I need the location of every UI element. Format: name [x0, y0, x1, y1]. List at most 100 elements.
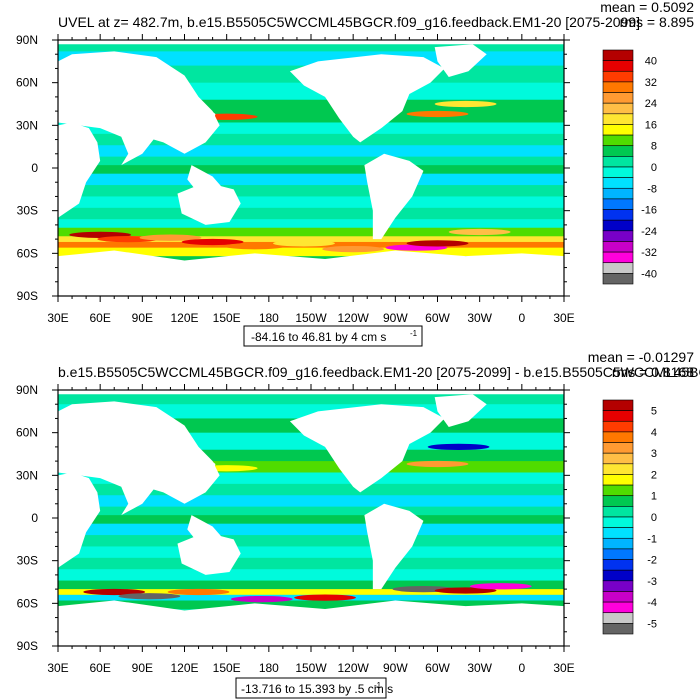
colorbar-swatch — [602, 506, 634, 518]
panel-2-rms: rms = 0.8168 — [612, 364, 694, 380]
colorbar-swatch — [602, 177, 634, 189]
jet-feature — [167, 588, 230, 596]
colorbar-swatch — [602, 209, 634, 221]
y-tick-label: 30S — [17, 554, 38, 568]
colorbar-swatch — [602, 251, 634, 264]
colorbar-swatch — [602, 113, 634, 125]
x-tick-label: 60W — [425, 311, 450, 325]
zonal-band — [58, 227, 564, 237]
panel-2-axes: 30E 60E 90E 120E 150E 180 150W 120W 90W 60W 30W 0 30… — [16, 383, 575, 675]
colorbar-label: -40 — [641, 268, 657, 280]
colorbar-label: 24 — [645, 98, 657, 110]
y-tick-label: 90N — [16, 33, 38, 47]
x-tick-label: 30W — [467, 311, 492, 325]
zonal-band — [58, 156, 564, 166]
x-tick-label: 30E — [553, 311, 574, 325]
zonal-band — [58, 472, 564, 485]
y-tick-label: 30N — [16, 118, 38, 132]
x-tick-label: 60W — [425, 661, 450, 675]
x-tick-label: 150W — [295, 311, 327, 325]
jet-feature — [469, 583, 532, 590]
colorbar-swatch — [602, 537, 634, 550]
zonal-band — [58, 569, 564, 582]
y-tick-label: 30S — [17, 204, 38, 218]
colorbar-swatch — [602, 420, 634, 433]
x-tick-label: 150E — [213, 661, 241, 675]
jet-feature — [230, 595, 293, 603]
x-tick-label: 30E — [553, 661, 574, 675]
panel-2-colorbar: 5 4 3 2 1 0 -1 -2 -3 -4 -5 — [602, 399, 657, 635]
zonal-band — [58, 196, 564, 209]
colorbar-swatch — [602, 410, 634, 422]
colorbar-swatch — [602, 60, 634, 72]
colorbar-label: 40 — [645, 56, 657, 68]
panel-2-title: b.e15.B5505C5WCCML45BGCR.f09_g16.feedbac… — [58, 364, 700, 380]
colorbar-label: -24 — [641, 226, 657, 238]
jet-feature — [118, 593, 181, 600]
zonal-band — [58, 111, 564, 123]
panel-1-colorbar: 40 32 24 16 8 0 -8 -16 -24 -32 -40 — [602, 49, 657, 285]
x-tick-label: 150E — [213, 311, 241, 325]
jet-feature — [139, 234, 202, 241]
colorbar-label: -4 — [647, 597, 657, 609]
colorbar-swatch — [602, 580, 634, 592]
panel-1-range-unit: -1 — [410, 329, 418, 338]
colorbar-swatch — [602, 569, 634, 582]
jet-feature — [181, 238, 244, 246]
colorbar-swatch — [602, 612, 634, 624]
colorbar-label: 3 — [651, 448, 657, 460]
colorbar-label: 5 — [651, 406, 657, 418]
colorbar-swatch — [602, 601, 634, 614]
colorbar-label: 8 — [651, 141, 657, 153]
colorbar-swatch — [602, 262, 634, 274]
colorbar-label: -32 — [641, 247, 657, 259]
colorbar-swatch — [602, 399, 634, 411]
colorbar-label: 16 — [645, 119, 657, 131]
zonal-band — [58, 247, 564, 257]
zonal-band — [58, 145, 564, 158]
x-tick-label: 90E — [132, 311, 153, 325]
y-tick-label: 0 — [31, 511, 38, 525]
colorbar-swatch — [602, 145, 634, 157]
colorbar-swatch — [602, 463, 634, 475]
colorbar-label: -3 — [647, 576, 657, 588]
colorbar-swatch — [602, 198, 634, 210]
panel-1-range-label: -84.16 to 46.81 by 4 cm s — [251, 330, 386, 344]
colorbar-swatch — [602, 474, 634, 486]
zonal-band — [58, 600, 564, 610]
zonal-band — [58, 40, 564, 52]
jet-feature — [294, 594, 356, 601]
colorbar-swatch — [602, 134, 634, 147]
x-tick-label: 30E — [47, 661, 68, 675]
colorbar-swatch — [602, 92, 634, 104]
panel-1-range-box: -84.16 to 46.81 by 4 cm s -1 — [243, 325, 423, 347]
colorbar-swatch — [602, 559, 634, 571]
colorbar-label: 0 — [651, 162, 657, 174]
jet-feature — [434, 100, 497, 108]
jet-feature — [322, 245, 385, 253]
colorbar-swatch — [602, 166, 634, 178]
colorbar-label: -8 — [647, 183, 657, 195]
y-tick-label: 90S — [17, 289, 38, 303]
colorbar-swatch — [602, 70, 634, 83]
jet-feature — [273, 240, 335, 247]
x-tick-label: 120W — [337, 311, 369, 325]
colorbar-swatch — [602, 452, 634, 465]
zonal-band — [58, 219, 564, 229]
zonal-band — [58, 449, 564, 462]
colorbar-label: -16 — [641, 205, 657, 217]
x-tick-label: 90W — [383, 311, 408, 325]
colorbar-swatch — [602, 273, 634, 285]
colorbar-label: 4 — [651, 427, 657, 439]
zonal-band — [58, 523, 564, 536]
zonal-band — [58, 122, 564, 135]
colorbar-label: 2 — [651, 469, 657, 481]
x-tick-label: 90W — [383, 661, 408, 675]
jet-feature — [427, 443, 490, 451]
jet-feature — [83, 588, 146, 596]
colorbar-swatch — [602, 230, 634, 242]
colorbar-swatch — [602, 591, 634, 603]
zonal-band — [58, 207, 564, 220]
colorbar-swatch — [602, 124, 634, 136]
